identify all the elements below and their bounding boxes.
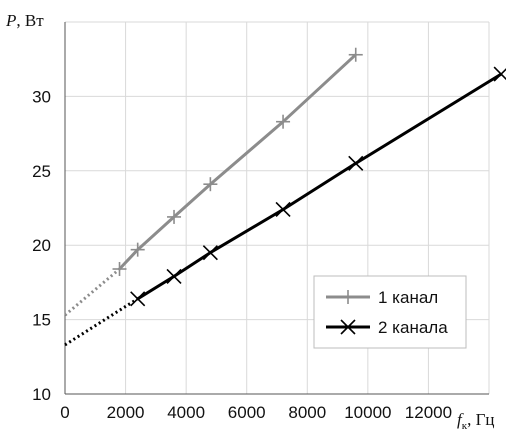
x-tick-label: 8000 (288, 403, 326, 422)
legend: 1 канал 2 канала (313, 275, 467, 349)
series-2-point (202, 245, 218, 261)
x-tick-label: 10000 (344, 403, 391, 422)
series-2-line (136, 72, 502, 301)
legend-label: 1 канал (378, 288, 438, 307)
axes (64, 22, 489, 395)
series-2-point (348, 155, 364, 171)
x-axis-symbol: f (457, 410, 464, 429)
series-1 (64, 47, 363, 317)
x-axis-subscript: к (462, 420, 468, 432)
tick-labels: 0 2000 4000 6000 8000 10000 12000 10 15 20 25 30 (32, 87, 452, 422)
series-2-extrapolation-line (64, 297, 139, 347)
series-2-point (275, 201, 291, 218)
x-axis-unit: , Гц (467, 410, 494, 429)
y-tick-label: 30 (32, 87, 51, 106)
x-tick-label: 2000 (107, 403, 145, 422)
series-1-line (118, 53, 357, 271)
grid (65, 21, 490, 394)
series-layer (64, 47, 506, 347)
series-2-point (130, 291, 146, 307)
series-2-point (166, 268, 182, 285)
x-tick-label: 12000 (405, 403, 452, 422)
series-1-extrapolation-line (64, 267, 121, 317)
y-tick-label: 25 (32, 162, 51, 181)
y-tick-label: 20 (32, 236, 51, 255)
y-axis-label: P, Вт (5, 11, 44, 30)
legend-box (313, 275, 467, 349)
legend-label: 2 канала (378, 318, 448, 337)
x-axis-label: fк, Гц (457, 410, 495, 432)
x-tick-label: 6000 (228, 403, 266, 422)
x-tick-label: 0 (60, 403, 69, 422)
y-tick-label: 15 (32, 311, 51, 330)
legend-marker (340, 319, 356, 335)
y-axis-symbol: P (5, 11, 16, 30)
y-tick-label: 10 (32, 385, 51, 404)
x-tick-label: 4000 (167, 403, 205, 422)
y-axis-unit: , Вт (16, 11, 44, 30)
